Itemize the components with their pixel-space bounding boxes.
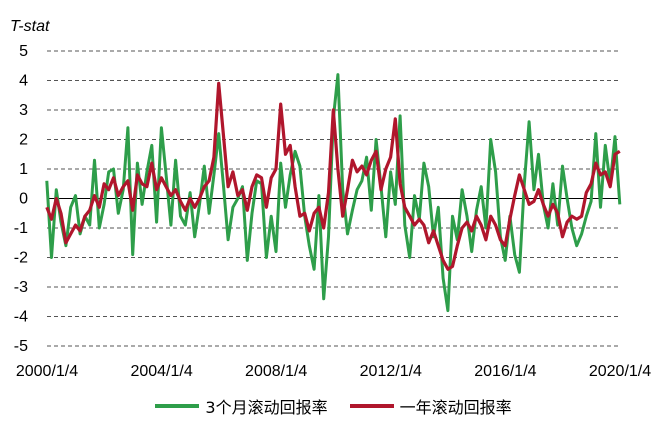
series-layer bbox=[45, 73, 622, 313]
y-tick-label: -4 bbox=[14, 309, 28, 326]
series-line-1y bbox=[45, 81, 621, 271]
legend-swatch-1y bbox=[349, 404, 394, 408]
y-tick-label: -3 bbox=[14, 279, 28, 296]
y-tick-label: 3 bbox=[19, 102, 28, 119]
x-tick-label: 2012/1/4 bbox=[360, 363, 422, 380]
y-tick-label: -1 bbox=[14, 220, 28, 237]
y-tick-label: 4 bbox=[19, 73, 28, 90]
x-tick-label: 2016/1/4 bbox=[474, 363, 536, 380]
x-tick-label: 2020/1/4 bbox=[589, 363, 651, 380]
legend-swatch-3m bbox=[155, 404, 200, 408]
y-tick-label: 2 bbox=[19, 132, 28, 149]
legend-label-3m: 3个月滚动回报率 bbox=[205, 398, 328, 417]
legend-label-1y: 一年滚动回报率 bbox=[399, 398, 512, 417]
y-tick-labels: 5 4 3 2 1 0 -1 -2 -3 -4 -5 bbox=[14, 43, 28, 355]
x-tick-label: 2000/1/4 bbox=[16, 363, 78, 380]
legend-item-1y: 一年滚动回报率 bbox=[349, 394, 512, 418]
x-tick-label: 2008/1/4 bbox=[245, 363, 307, 380]
x-tick-label: 2004/1/4 bbox=[130, 363, 192, 380]
y-tick-label: 5 bbox=[19, 43, 28, 60]
y-tick-label: -5 bbox=[14, 338, 28, 355]
y-tick-label: 0 bbox=[19, 191, 28, 208]
y-tick-label: 1 bbox=[19, 161, 28, 178]
line-chart: 5 4 3 2 1 0 -1 -2 -3 -4 -5 2000/1/4 2004/1/4 2008/1/… bbox=[10, 18, 651, 380]
y-tick-label: -2 bbox=[14, 250, 28, 267]
y-axis-title: T-stat bbox=[10, 18, 50, 35]
legend-item-3m: 3个月滚动回报率 bbox=[155, 394, 328, 418]
x-tick-labels: 2000/1/4 2004/1/4 2008/1/4 2012/1/4 2016/1/4… bbox=[16, 363, 651, 380]
legend: 3个月滚动回报率 一年滚动回报率 bbox=[0, 394, 667, 418]
